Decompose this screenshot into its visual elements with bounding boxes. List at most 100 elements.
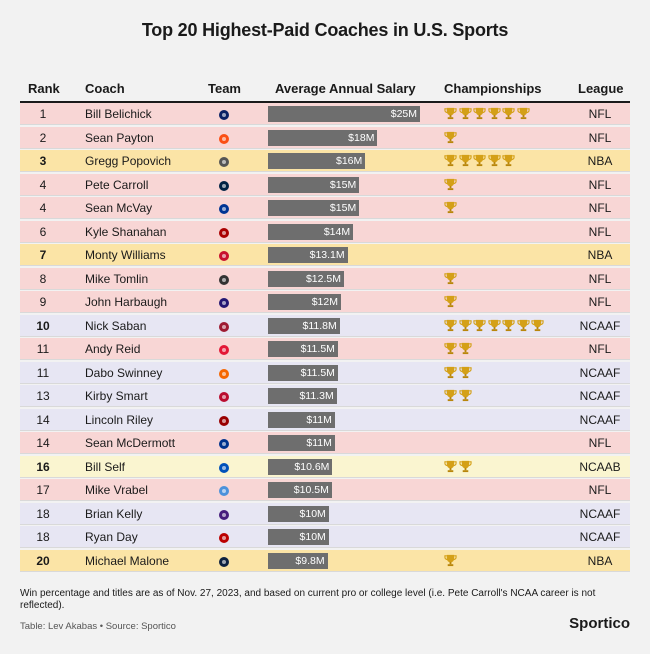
trophy-icon <box>458 319 472 332</box>
salary-label: $13.1M <box>309 249 345 261</box>
trophy-icon <box>444 554 457 567</box>
trophy-icon <box>473 154 486 167</box>
trophy-icon <box>458 366 472 379</box>
championships-cell <box>444 342 473 356</box>
salary-label: $11M <box>306 413 332 426</box>
championships-cell <box>444 107 531 121</box>
table-row: 6 Kyle Shanahan $14M NFL <box>20 220 630 243</box>
salary-label: $11.5M <box>300 366 335 379</box>
salary-label: $11M <box>306 437 332 449</box>
coach-cell: Brian Kelly <box>85 506 143 521</box>
coach-cell: Nick Saban <box>85 318 147 333</box>
rank-cell: 20 <box>36 553 50 568</box>
table-row: 18 Brian Kelly $10M NCAAF <box>20 502 630 525</box>
trophy-icon <box>444 342 457 355</box>
league-cell: NCAAB <box>579 459 621 474</box>
trophy-icon <box>458 460 472 473</box>
table-row: 1 Bill Belichick $25M NFL <box>20 103 630 125</box>
trophy-icon <box>487 154 501 167</box>
salary-bar: $15M <box>268 200 360 216</box>
table-row: 4 Pete Carroll $15M NFL <box>20 173 630 196</box>
coach-cell: Dabo Swinney <box>85 365 163 380</box>
table-row: 16 Bill Self $10.6M NCAAB <box>20 455 630 478</box>
salary-bar: $12.5M <box>268 270 344 287</box>
rank-cell: 3 <box>39 154 47 168</box>
salary-label: $18M <box>348 131 375 144</box>
table-row: 8 Mike Tomlin $12.5M NFL <box>20 267 630 290</box>
header-salary: Average Annual Salary <box>275 81 416 96</box>
bills-logo-icon <box>218 437 230 449</box>
trophy-icon <box>444 272 457 285</box>
salary-label: $11.3M <box>299 390 334 402</box>
pistons-logo-icon <box>218 249 230 261</box>
trophy-icon <box>487 107 501 120</box>
championships-cell <box>444 201 459 215</box>
clemson-logo-icon <box>218 367 230 379</box>
trophy-icon <box>473 319 486 332</box>
trophy-icon <box>502 154 515 167</box>
salary-bar: $11.8M <box>268 317 340 334</box>
championships-cell <box>444 178 459 192</box>
steelers-logo-icon <box>218 273 230 285</box>
salary-bar: $25M <box>268 106 420 122</box>
rank-cell: 14 <box>36 412 50 427</box>
league-cell: NBA <box>587 553 613 568</box>
header-league: League <box>578 81 624 96</box>
championships-cell <box>444 460 473 474</box>
usc-logo-icon <box>218 414 230 426</box>
league-cell: NFL <box>588 271 612 286</box>
rank-cell: 11 <box>36 342 50 356</box>
table-row: 4 Sean McVay $15M NFL <box>20 197 630 219</box>
championships-cell <box>444 272 459 286</box>
trophy-icon <box>444 201 457 214</box>
salary-label: $15M <box>329 202 357 214</box>
table-row: 10 Nick Saban $11.8M NCAAF <box>20 314 630 337</box>
league-cell: NCAAF <box>579 530 621 544</box>
table-row: 3 Gregg Popovich $16M NBA <box>20 150 630 172</box>
championships-cell <box>444 389 473 403</box>
trophy-icon <box>444 460 457 473</box>
salary-bar: $12M <box>268 294 341 310</box>
trophy-icon <box>444 319 457 332</box>
salary-label: $10.5M <box>293 484 329 496</box>
table-row: 17 Mike Vrabel $10.5M NFL <box>20 479 630 501</box>
header-divider <box>20 101 630 103</box>
salary-bar: $15M <box>268 176 360 193</box>
salary-bar: $14M <box>268 223 354 240</box>
trophy-icon <box>473 107 486 120</box>
trophy-icon <box>444 366 457 379</box>
championships-cell <box>444 366 473 380</box>
rank-cell: 7 <box>39 248 47 262</box>
rank-cell: 11 <box>36 365 50 380</box>
lsu-logo-icon <box>218 508 230 520</box>
salary-label: $14M <box>323 225 351 238</box>
trophy-icon <box>458 389 472 402</box>
credit: Table: Lev Akabas • Source: Sportico <box>20 621 176 632</box>
salary-bar: $10M <box>268 505 329 522</box>
trophy-icon <box>531 319 544 332</box>
coach-cell: Andy Reid <box>85 342 141 356</box>
championships-cell <box>444 131 459 145</box>
championships-cell <box>444 319 546 333</box>
league-cell: NFL <box>588 224 612 239</box>
league-cell: NFL <box>588 483 612 497</box>
salary-label: $9.8M <box>295 554 325 567</box>
trophy-icon <box>458 154 472 167</box>
spurs-logo-icon <box>218 155 230 167</box>
titans-logo-icon <box>218 484 230 496</box>
league-cell: NBA <box>587 154 613 168</box>
table-row: 18 Ryan Day $10M NCAAF <box>20 526 630 548</box>
table-row: 20 Michael Malone $9.8M NBA <box>20 549 630 572</box>
coach-cell: Mike Tomlin <box>85 271 149 286</box>
coach-cell: Sean Payton <box>85 130 154 145</box>
broncos-logo-icon <box>218 132 230 144</box>
league-cell: NFL <box>588 201 612 215</box>
table-row: 9 John Harbaugh $12M NFL <box>20 291 630 313</box>
league-cell: NBA <box>587 248 613 262</box>
salary-label: $15M <box>329 178 357 191</box>
salary-bar: $9.8M <box>268 552 328 569</box>
rank-cell: 16 <box>36 459 50 474</box>
league-cell: NFL <box>588 295 612 309</box>
trophy-icon <box>502 319 515 332</box>
brand-logo: Sportico <box>569 615 630 632</box>
